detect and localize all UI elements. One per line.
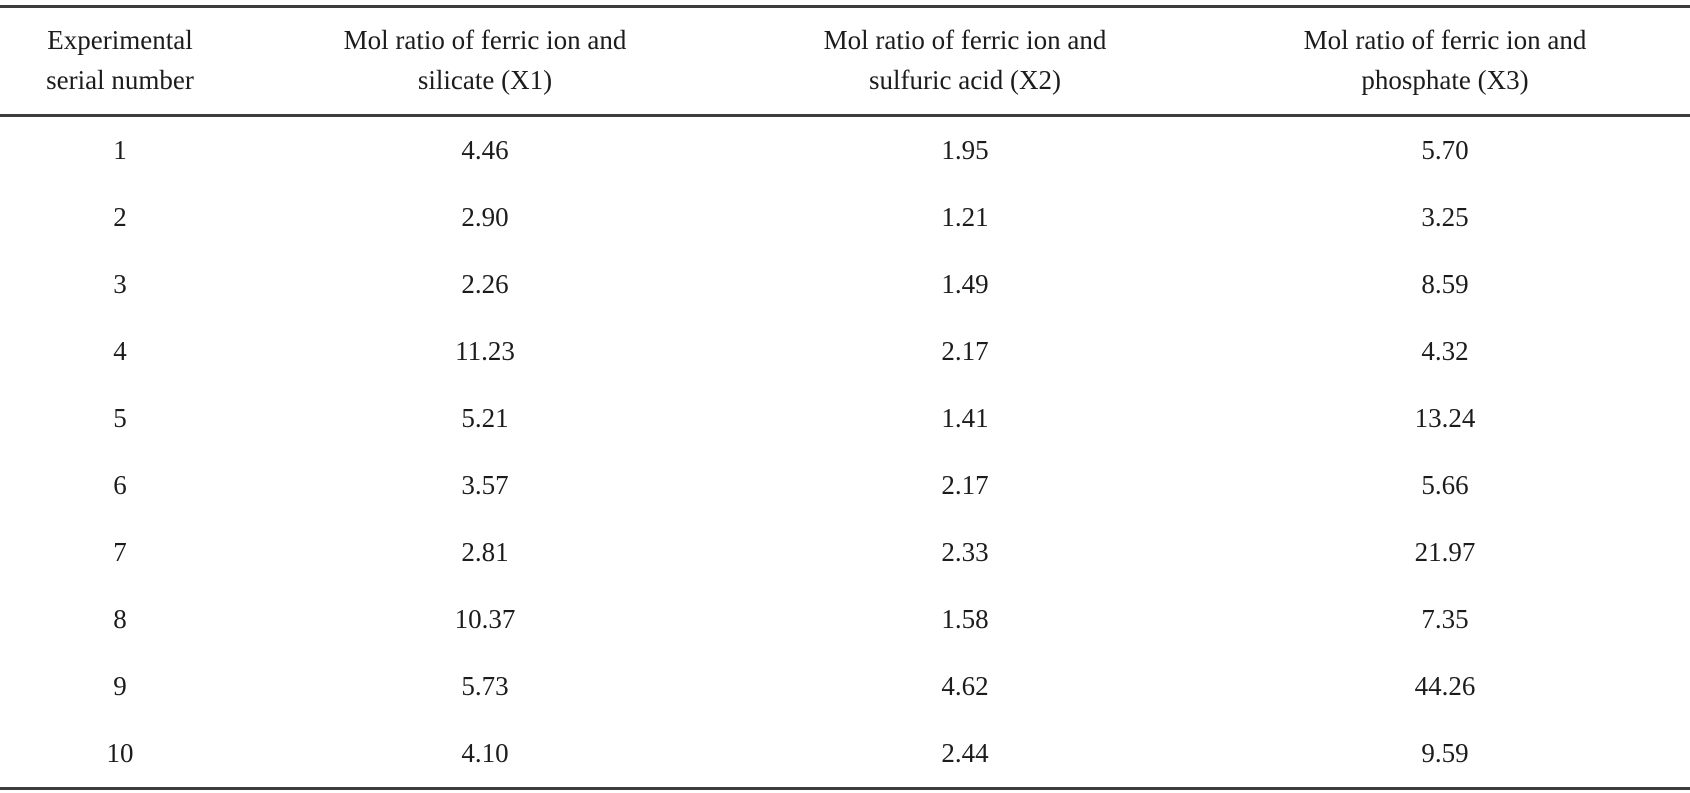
cell-serial: 9: [113, 671, 127, 701]
cell-x2: 2.44: [941, 738, 989, 768]
cell-serial: 1: [113, 135, 127, 165]
cell-x3: 5.66: [1421, 470, 1469, 500]
cell-serial: 2: [113, 202, 127, 232]
cell-x3: 9.59: [1421, 738, 1469, 768]
column-header-serial-line2: serial number: [46, 65, 194, 95]
cell-x1: 3.57: [461, 470, 509, 500]
cell-x1: 4.10: [461, 738, 509, 768]
cell-x1: 5.21: [461, 403, 509, 433]
cell-x3: 7.35: [1421, 604, 1469, 634]
cell-x2: 1.21: [941, 202, 989, 232]
cell-x2: 2.33: [941, 537, 989, 567]
cell-serial: 6: [113, 470, 127, 500]
cell-x2: 2.17: [941, 336, 989, 366]
cell-serial: 3: [113, 269, 127, 299]
cell-x3: 21.97: [1414, 537, 1476, 567]
cell-x1: 2.81: [461, 537, 509, 567]
table-row: 1 4.46 1.95 5.70: [0, 116, 1690, 185]
column-header-x2-line2: sulfuric acid (X2): [869, 65, 1061, 95]
table-row: 3 2.26 1.49 8.59: [0, 251, 1690, 318]
cell-x1: 11.23: [455, 336, 515, 366]
cell-x1: 2.90: [461, 202, 509, 232]
header-row: Experimental serial number Mol ratio of …: [0, 7, 1690, 116]
experiment-data-table: Experimental serial number Mol ratio of …: [0, 5, 1690, 790]
cell-x3: 13.24: [1414, 403, 1476, 433]
cell-x3: 4.32: [1421, 336, 1469, 366]
cell-x2: 2.17: [941, 470, 989, 500]
cell-x3: 3.25: [1421, 202, 1469, 232]
column-header-x3: Mol ratio of ferric ion and phosphate (X…: [1200, 7, 1690, 116]
cell-x2: 1.95: [941, 135, 989, 165]
table-body: 1 4.46 1.95 5.70 2 2.90 1.21 3.25 3 2.26…: [0, 116, 1690, 789]
cell-x3: 5.70: [1421, 135, 1469, 165]
cell-x3: 8.59: [1421, 269, 1469, 299]
cell-x1: 2.26: [461, 269, 509, 299]
table-row: 7 2.81 2.33 21.97: [0, 519, 1690, 586]
column-header-serial: Experimental serial number: [0, 7, 240, 116]
column-header-x1: Mol ratio of ferric ion and silicate (X1…: [240, 7, 730, 116]
cell-serial: 4: [113, 336, 127, 366]
column-header-serial-line1: Experimental: [47, 25, 193, 55]
cell-x2: 1.41: [941, 403, 989, 433]
cell-x2: 1.49: [941, 269, 989, 299]
table-row: 9 5.73 4.62 44.26: [0, 653, 1690, 720]
column-header-x1-line2: silicate (X1): [417, 65, 553, 95]
column-header-x3-line2: phosphate (X3): [1361, 65, 1529, 95]
column-header-x1-line1: Mol ratio of ferric ion and: [343, 25, 627, 55]
table-header: Experimental serial number Mol ratio of …: [0, 7, 1690, 116]
cell-serial: 10: [106, 738, 134, 768]
column-header-x2-line1: Mol ratio of ferric ion and: [823, 25, 1107, 55]
cell-x1: 10.37: [454, 604, 516, 634]
cell-x1: 4.46: [461, 135, 509, 165]
column-header-x3-line1: Mol ratio of ferric ion and: [1303, 25, 1587, 55]
cell-serial: 7: [113, 537, 127, 567]
cell-x2: 1.58: [941, 604, 989, 634]
table-row: 6 3.57 2.17 5.66: [0, 452, 1690, 519]
column-header-x2: Mol ratio of ferric ion and sulfuric aci…: [730, 7, 1200, 116]
cell-x1: 5.73: [461, 671, 509, 701]
cell-x3: 44.26: [1414, 671, 1476, 701]
table-row: 2 2.90 1.21 3.25: [0, 184, 1690, 251]
cell-serial: 8: [113, 604, 127, 634]
table-row: 5 5.21 1.41 13.24: [0, 385, 1690, 452]
table-row: 4 11.23 2.17 4.32: [0, 318, 1690, 385]
table-row: 10 4.10 2.44 9.59: [0, 720, 1690, 789]
table-row: 8 10.37 1.58 7.35: [0, 586, 1690, 653]
cell-serial: 5: [113, 403, 127, 433]
cell-x2: 4.62: [941, 671, 989, 701]
